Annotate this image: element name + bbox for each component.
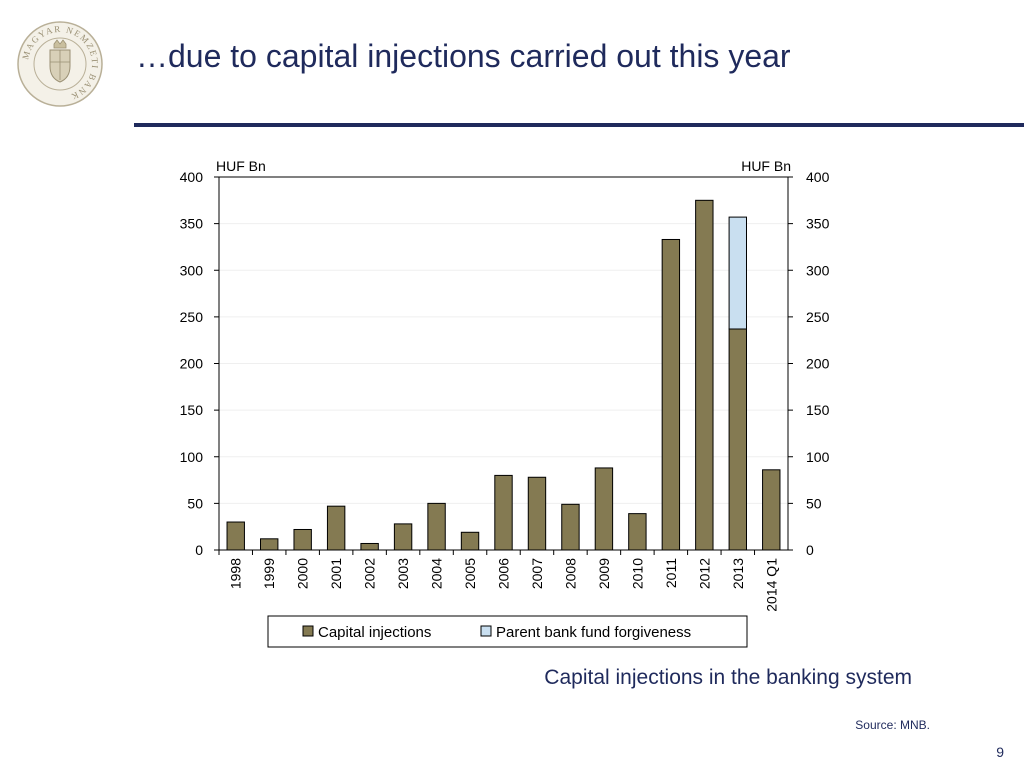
x-tick-label: 2001 (328, 558, 344, 589)
y-tick-label-left: 250 (180, 309, 204, 325)
bar-capital-injections (293, 528, 312, 551)
bar-capital-injections (226, 521, 245, 551)
x-tick-label: 2007 (529, 558, 545, 589)
bar-capital-injections (728, 328, 747, 551)
chart-caption: Capital injections in the banking system (544, 666, 912, 689)
y-tick-label-right: 350 (806, 216, 830, 232)
bar-capital-injections (561, 503, 580, 551)
y-tick-label-left: 100 (180, 449, 204, 465)
x-tick-label: 2013 (730, 558, 746, 589)
y-tick-label-left: 50 (187, 495, 203, 511)
x-tick-label: 2000 (295, 558, 311, 589)
y-axis-label-left: HUF Bn (216, 158, 266, 174)
y-tick-label-right: 250 (806, 309, 830, 325)
bar-capital-injections (494, 474, 513, 551)
y-tick-label-left: 350 (180, 216, 204, 232)
bar-capital-injections (527, 476, 547, 551)
bar-capital-injections (762, 469, 781, 551)
y-tick-label-right: 200 (806, 356, 830, 372)
y-tick-label-right: 400 (806, 169, 830, 185)
x-tick-label: 2006 (496, 558, 512, 589)
y-tick-label-right: 100 (806, 449, 830, 465)
y-tick-label-left: 0 (195, 542, 203, 558)
page-number: 9 (996, 744, 1004, 760)
page-title: …due to capital injections carried out t… (136, 38, 791, 74)
x-tick-label: 2002 (362, 558, 378, 589)
y-tick-label-left: 150 (180, 402, 204, 418)
bar-capital-injections (594, 467, 614, 551)
legend-label: Parent bank fund forgiveness (496, 624, 691, 641)
x-tick-label: 2014 Q1 (763, 558, 779, 612)
bar-parent-bank-forgiveness (728, 216, 747, 330)
y-tick-label-right: 50 (806, 495, 822, 511)
y-axis-label-right: HUF Bn (741, 158, 791, 174)
y-tick-label-right: 150 (806, 402, 830, 418)
bar-capital-injections (260, 538, 279, 551)
x-tick-label: 1998 (228, 558, 244, 589)
bar-capital-injections (695, 199, 714, 551)
x-tick-label: 2004 (429, 558, 445, 589)
x-tick-label: 2012 (696, 558, 712, 589)
bar-capital-injections (661, 238, 681, 551)
x-tick-label: 2005 (462, 558, 478, 589)
y-tick-label-left: 400 (180, 169, 204, 185)
mnb-logo: MAGYAR NEMZETI BANK (17, 21, 103, 107)
bar-capital-injections (393, 523, 413, 551)
bar-capital-injections (628, 513, 647, 551)
bar-capital-injections (360, 542, 379, 551)
legend-label: Capital injections (318, 624, 431, 641)
x-tick-label: 2011 (663, 558, 679, 588)
bar-capital-injections (326, 505, 346, 551)
y-tick-label-left: 300 (180, 262, 204, 278)
bar-capital-injections (460, 531, 480, 551)
legend-box (267, 615, 748, 648)
x-tick-label: 2010 (629, 558, 645, 589)
x-tick-label: 2008 (562, 558, 578, 589)
legend-swatch-parent-bank-forgiveness (480, 625, 492, 637)
bar-capital-injections (427, 502, 446, 551)
source-note: Source: MNB. (855, 718, 930, 732)
legend-swatch-capital-injections (302, 625, 314, 637)
y-tick-label-left: 200 (180, 356, 204, 372)
x-tick-label: 1999 (261, 558, 277, 589)
y-tick-label-right: 300 (806, 262, 830, 278)
title-divider (134, 123, 1024, 127)
x-tick-label: 2003 (395, 558, 411, 589)
y-tick-label-right: 0 (806, 542, 814, 558)
x-tick-label: 2009 (596, 558, 612, 589)
